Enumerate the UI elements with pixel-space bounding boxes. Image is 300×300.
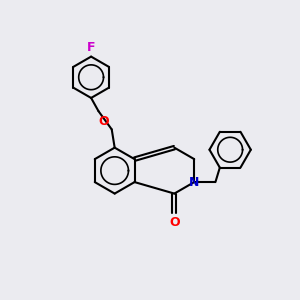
Text: F: F bbox=[87, 41, 95, 54]
Text: O: O bbox=[169, 216, 180, 229]
Text: N: N bbox=[189, 176, 200, 189]
Text: O: O bbox=[99, 115, 110, 128]
